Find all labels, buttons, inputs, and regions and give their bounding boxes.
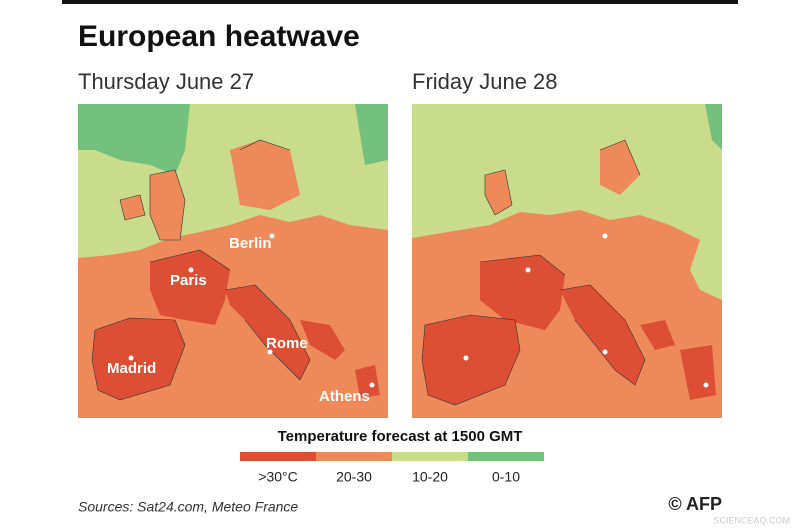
city-label: Berlin — [229, 235, 272, 252]
credit: © AFP — [668, 494, 722, 514]
legend-label: 0-10 — [492, 469, 520, 485]
top-bar — [62, 0, 738, 4]
city-dot — [602, 349, 608, 355]
zone — [78, 104, 388, 175]
legend-label: 20-30 — [336, 469, 372, 485]
city-dot — [267, 349, 273, 355]
city-label: Rome — [266, 335, 308, 352]
coastline — [91, 139, 311, 401]
city-label: Paris — [170, 272, 207, 289]
zone — [705, 104, 722, 150]
legend-title: Temperature forecast at 1500 GMT — [278, 428, 523, 445]
panel-label: Friday June 28 — [412, 69, 558, 94]
legend-label: 10-20 — [412, 469, 448, 485]
zone — [422, 315, 520, 405]
city-dot — [602, 233, 608, 239]
city-dot — [703, 382, 709, 388]
city-dot — [525, 267, 531, 273]
city-label: Madrid — [107, 360, 156, 377]
zone — [300, 320, 380, 398]
map-friday — [412, 104, 722, 418]
zone — [230, 140, 300, 210]
zone — [412, 104, 722, 300]
legend-label: >30°C — [258, 469, 297, 485]
zone — [120, 170, 185, 240]
sources: Sources: Sat24.com, Meteo France — [78, 499, 298, 515]
zone — [640, 320, 716, 400]
zone — [92, 318, 185, 400]
zone — [150, 250, 230, 325]
legend: >30°C 20-30 10-20 0-10 — [240, 452, 544, 485]
city-dot — [369, 382, 375, 388]
coastline — [421, 139, 646, 406]
zone — [480, 255, 565, 330]
zone — [225, 285, 310, 380]
map-thursday: Berlin Paris Rome Madrid Athens — [78, 104, 388, 418]
zone — [485, 140, 640, 215]
city-dot — [188, 267, 194, 273]
watermark: SCIENCEAQ.COM — [713, 515, 790, 525]
legend-swatch — [316, 452, 392, 461]
city-dot — [463, 355, 469, 361]
city-dot — [269, 233, 275, 239]
legend-swatch — [468, 452, 544, 461]
title: European heatwave — [78, 20, 360, 53]
city-dot — [128, 355, 134, 361]
legend-swatch — [392, 452, 468, 461]
zone — [560, 285, 645, 385]
legend-swatch — [240, 452, 316, 461]
panel-label: Thursday June 27 — [78, 69, 254, 94]
city-label: Athens — [319, 388, 370, 405]
